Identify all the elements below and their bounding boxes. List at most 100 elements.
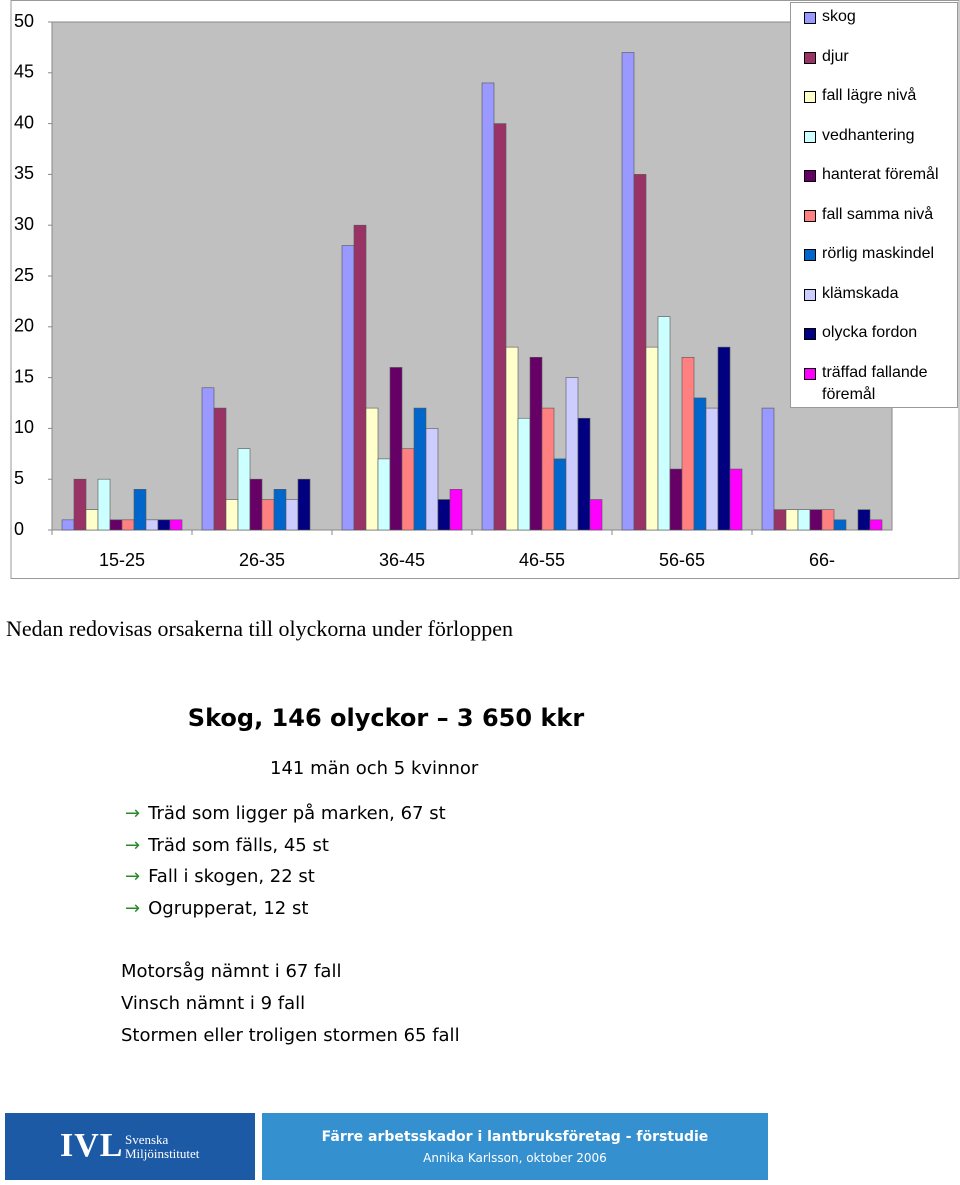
logo-text: Svenska Miljöinstitutet — [125, 1133, 199, 1161]
legend-entry: skog — [804, 6, 950, 28]
bar — [297, 478, 311, 531]
arrow-icon: → — [125, 803, 141, 824]
x-tick-label: 56-65 — [659, 550, 705, 570]
bar — [693, 397, 707, 531]
bar — [377, 458, 391, 531]
footer-box: Färre arbetsskador i lantbruksföretag - … — [262, 1113, 768, 1180]
note: Vinsch nämnt i 9 fall — [121, 993, 306, 1014]
legend-entry: olycka fordon — [804, 322, 950, 344]
x-tick-label: 26-35 — [239, 550, 285, 570]
legend-entry: träffad fallande föremål — [804, 362, 950, 406]
bar — [225, 499, 239, 531]
bar — [237, 448, 251, 531]
list-item-text: Ogrupperat, 12 st — [148, 898, 309, 920]
legend-label: olycka fordon — [822, 324, 918, 341]
legend-swatch — [804, 91, 816, 103]
legend-label: fall samma nivå — [822, 205, 934, 223]
bar — [401, 448, 415, 531]
bar — [273, 489, 287, 531]
bar — [785, 509, 799, 531]
legend-swatch — [804, 12, 816, 24]
legend-label: skog — [822, 8, 856, 25]
legend-swatch — [804, 367, 816, 380]
bar — [821, 509, 835, 531]
bar — [61, 519, 75, 531]
y-tick-label: 10 — [14, 417, 34, 437]
bar — [133, 489, 147, 531]
y-tick-label: 30 — [14, 214, 34, 234]
arrow-icon: → — [125, 866, 141, 888]
intro: Nedan redovisas orsakerna till olyckorna… — [6, 616, 514, 641]
bar — [213, 407, 227, 531]
bar — [621, 52, 635, 531]
list-item: → Träd som fälls, 45 st — [125, 835, 329, 856]
bar — [669, 468, 683, 531]
legend-entry: hanterat föremål — [804, 164, 950, 186]
bar — [449, 489, 463, 531]
bar — [797, 509, 811, 531]
arrow-icon: → — [125, 898, 141, 920]
logo-box: IVL Svenska Miljöinstitutet — [5, 1113, 255, 1180]
legend-swatch — [804, 328, 816, 340]
x-tick-label: 66- — [809, 550, 835, 570]
bar — [437, 499, 451, 531]
bar — [145, 519, 159, 531]
logo-line: Miljöinstitutet — [125, 1146, 200, 1161]
bar — [285, 499, 299, 531]
bar — [869, 519, 883, 531]
legend-label: träffad fallande föremål — [822, 363, 928, 403]
bar — [85, 509, 99, 531]
logo-line: Svenska — [125, 1132, 169, 1147]
list-item-text: Träd som ligger på marken, 67 st — [148, 803, 446, 824]
legend-label: djur — [822, 47, 849, 65]
bar — [541, 407, 555, 531]
legend-label: vedhantering — [822, 126, 915, 144]
bar — [857, 509, 871, 531]
list-item-text: Träd som fälls, 45 st — [148, 834, 329, 856]
bar — [201, 387, 215, 531]
bar — [169, 519, 183, 531]
bar — [413, 407, 427, 531]
legend-entry: klämskada — [804, 283, 950, 305]
bar — [529, 356, 543, 531]
bar — [705, 407, 719, 531]
legend-entry: fall lägre nivå — [804, 85, 950, 107]
legend-label: rörlig maskindel — [822, 245, 935, 262]
bar — [505, 346, 519, 531]
legend-swatch — [804, 249, 816, 261]
legend-swatch — [804, 209, 816, 222]
bar — [645, 346, 659, 531]
legend-swatch — [804, 170, 816, 182]
legend-label: klämskada — [822, 284, 899, 302]
list-item: → Ogrupperat, 12 st — [125, 898, 308, 919]
legend-entry: rörlig maskindel — [804, 243, 950, 265]
bar — [761, 407, 775, 531]
bar — [73, 478, 87, 531]
bar — [353, 224, 367, 531]
bar — [389, 367, 403, 531]
y-tick-label: 5 — [14, 468, 24, 488]
bar — [261, 499, 275, 531]
list-item-text: Fall i skogen, 22 st — [148, 866, 315, 888]
arrow-icon: → — [125, 834, 141, 856]
bar — [773, 509, 787, 531]
legend: skog djur fall lägre nivå vedhantering hante… — [790, 2, 958, 408]
x-tick-label: 46-55 — [519, 550, 565, 570]
y-tick-label: 45 — [14, 62, 34, 82]
section-title: Skog, 146 olyckor – 3 650 kkr — [187, 704, 585, 732]
legend-label: fall lägre nivå — [822, 87, 917, 104]
list-item: → Träd som ligger på marken, 67 st — [125, 803, 446, 824]
legend-entry: fall samma nivå — [804, 204, 950, 226]
bar — [589, 499, 603, 531]
legend-swatch — [804, 51, 816, 64]
y-tick-label: 15 — [14, 366, 34, 386]
x-tick-label: 36-45 — [379, 550, 425, 570]
legend-label: hanterat föremål — [822, 166, 939, 183]
bar — [553, 458, 567, 531]
footer-author: Annika Karlsson, oktober 2006 — [423, 1151, 607, 1165]
bar — [481, 82, 495, 531]
bar — [97, 478, 111, 531]
legend-entry: vedhantering — [804, 125, 950, 147]
bar — [657, 316, 671, 531]
y-tick-label: 0 — [14, 519, 24, 539]
